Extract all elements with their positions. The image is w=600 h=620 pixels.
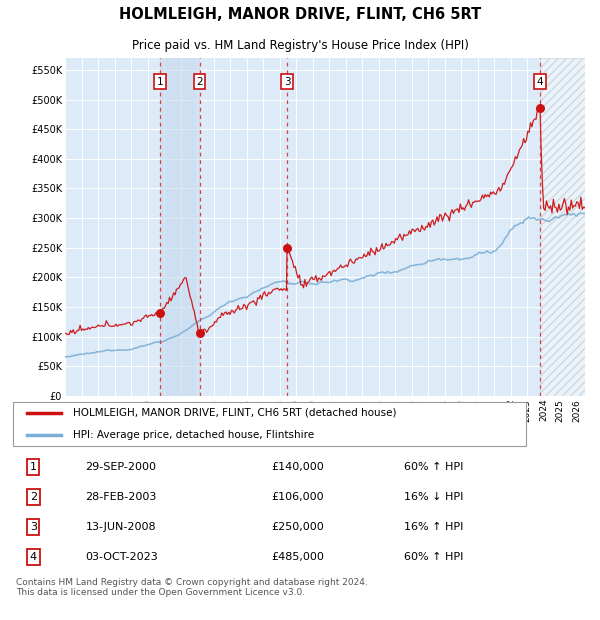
Text: 4: 4 xyxy=(29,552,37,562)
Text: 2: 2 xyxy=(196,77,203,87)
Bar xyxy=(539,58,585,396)
Text: 60% ↑ HPI: 60% ↑ HPI xyxy=(404,552,464,562)
Text: 28-FEB-2003: 28-FEB-2003 xyxy=(85,492,157,502)
Text: HPI: Average price, detached house, Flintshire: HPI: Average price, detached house, Flin… xyxy=(73,430,314,440)
Text: 60% ↑ HPI: 60% ↑ HPI xyxy=(404,462,464,472)
Text: 03-OCT-2023: 03-OCT-2023 xyxy=(85,552,158,562)
Bar xyxy=(539,58,585,396)
Text: 1: 1 xyxy=(30,462,37,472)
Text: £250,000: £250,000 xyxy=(271,522,324,532)
Text: £106,000: £106,000 xyxy=(271,492,323,502)
Text: 16% ↑ HPI: 16% ↑ HPI xyxy=(404,522,464,532)
Bar xyxy=(160,58,200,396)
Text: 1: 1 xyxy=(157,77,163,87)
Text: Contains HM Land Registry data © Crown copyright and database right 2024.
This d: Contains HM Land Registry data © Crown c… xyxy=(16,578,368,598)
Text: 16% ↓ HPI: 16% ↓ HPI xyxy=(404,492,464,502)
Text: £485,000: £485,000 xyxy=(271,552,324,562)
Text: 3: 3 xyxy=(284,77,290,87)
Text: HOLMLEIGH, MANOR DRIVE, FLINT, CH6 5RT: HOLMLEIGH, MANOR DRIVE, FLINT, CH6 5RT xyxy=(119,7,481,22)
Text: £140,000: £140,000 xyxy=(271,462,324,472)
Text: Price paid vs. HM Land Registry's House Price Index (HPI): Price paid vs. HM Land Registry's House … xyxy=(131,38,469,51)
Text: HOLMLEIGH, MANOR DRIVE, FLINT, CH6 5RT (detached house): HOLMLEIGH, MANOR DRIVE, FLINT, CH6 5RT (… xyxy=(73,408,396,418)
Text: 2: 2 xyxy=(29,492,37,502)
Text: 29-SEP-2000: 29-SEP-2000 xyxy=(85,462,157,472)
Text: 3: 3 xyxy=(30,522,37,532)
Text: 13-JUN-2008: 13-JUN-2008 xyxy=(85,522,156,532)
Text: 4: 4 xyxy=(536,77,543,87)
